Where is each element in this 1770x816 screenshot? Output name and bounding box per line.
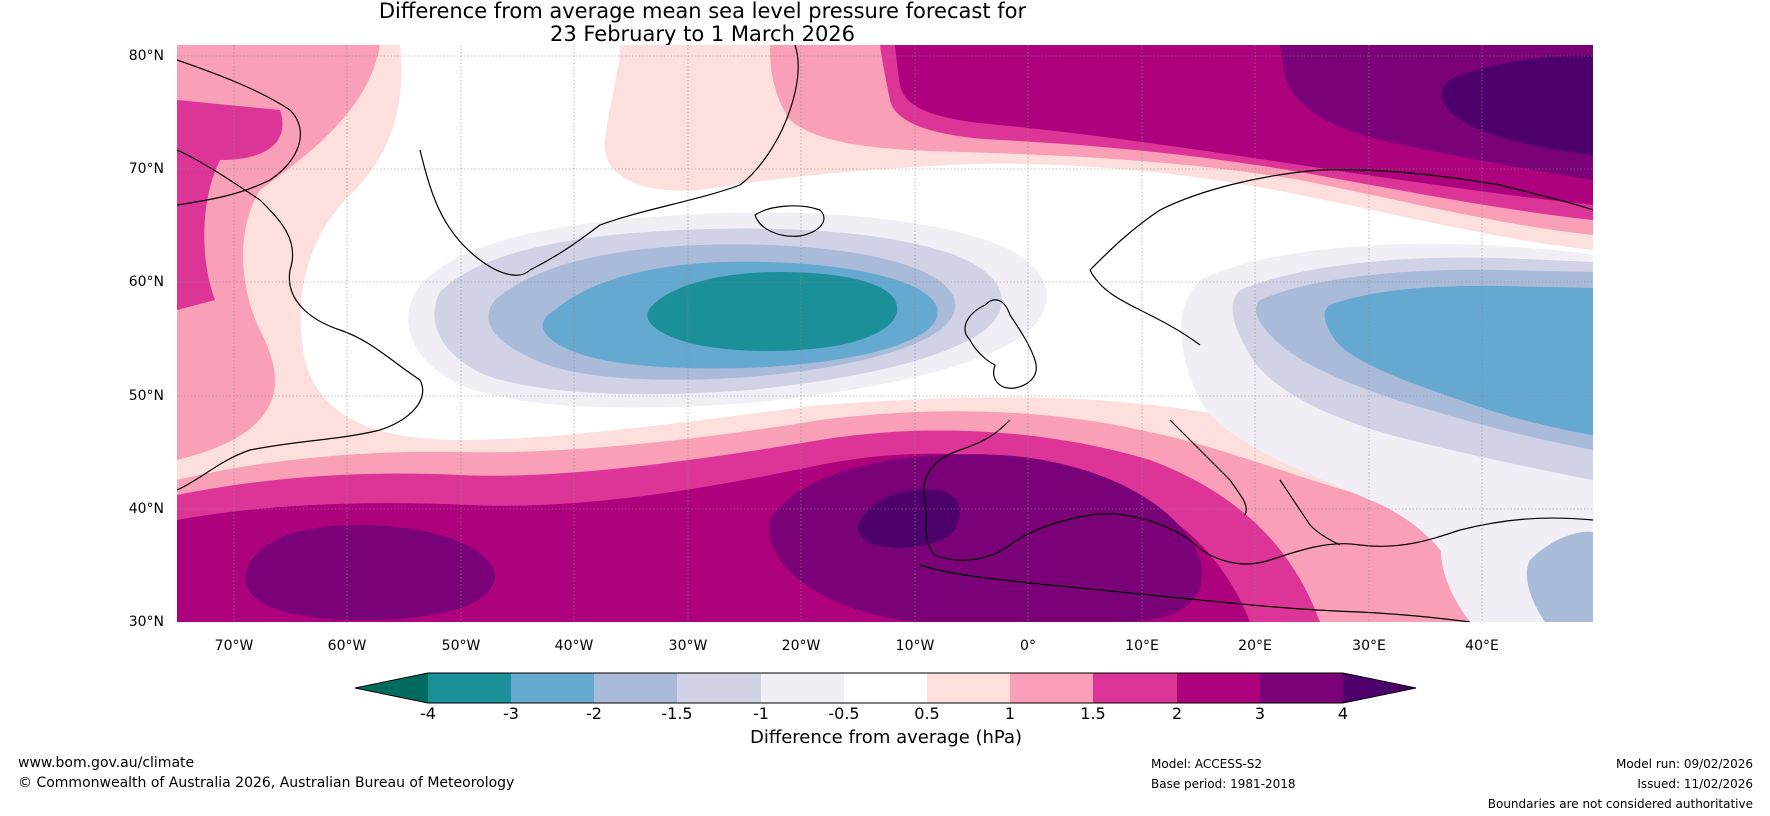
contour-west-1-5 bbox=[177, 100, 283, 310]
lat-label-50n: 50°N bbox=[128, 388, 164, 404]
base-period: Base period: 1981-2018 bbox=[1151, 777, 1296, 791]
lat-label-70n: 70°N bbox=[128, 161, 164, 177]
colorbar-bin-1-5-to-2 bbox=[1093, 673, 1177, 703]
coastline-italy bbox=[1169, 419, 1247, 516]
lon-label-0: 0° bbox=[1020, 638, 1036, 654]
coastline-europe bbox=[923, 419, 1593, 565]
colorbar-bin--4-to--3 bbox=[428, 673, 511, 703]
coastline-norway-west bbox=[1089, 269, 1201, 346]
lon-label-70w: 70°W bbox=[214, 638, 254, 654]
graticule bbox=[177, 45, 1593, 622]
coastlines bbox=[177, 45, 1593, 622]
contour-turkey-neg-1 bbox=[1526, 531, 1593, 622]
contour-east-neg-2 bbox=[1324, 285, 1593, 435]
colorbar-tick-minus-1: -1 bbox=[753, 704, 769, 723]
lon-label-10w: 10°W bbox=[895, 638, 935, 654]
colorbar-tick-4: 4 bbox=[1337, 704, 1349, 723]
lon-label-60w: 60°W bbox=[327, 638, 367, 654]
colorbar-bin-0-5-to-1 bbox=[927, 673, 1010, 703]
lat-label-60n: 60°N bbox=[128, 274, 164, 290]
map-title-line-2: 23 February to 1 March 2026 bbox=[549, 22, 856, 46]
lat-label-40n: 40°N bbox=[128, 501, 164, 517]
pressure-anomaly-map bbox=[177, 45, 1593, 622]
coastline-canada bbox=[177, 149, 424, 491]
colorbar-bin-3-to-4 bbox=[1260, 673, 1343, 703]
copyright-notice: © Commonwealth of Australia 2026, Austra… bbox=[18, 775, 515, 791]
colorbar-bin-above-4 bbox=[1343, 673, 1416, 703]
model-name: Model: ACCESS-S2 bbox=[1151, 757, 1263, 771]
model-run-date: Model run: 09/02/2026 bbox=[1615, 757, 1753, 771]
contour-iberia-4 bbox=[858, 489, 960, 548]
colorbar-bin--0-5-to-0-5 bbox=[844, 673, 927, 703]
lon-label-30e: 30°E bbox=[1352, 638, 1386, 654]
lon-label-40w: 40°W bbox=[554, 638, 594, 654]
colorbar-bin--1-5-to--1 bbox=[677, 673, 761, 703]
lon-label-50w: 50°W bbox=[441, 638, 481, 654]
coastline-iceland bbox=[754, 205, 825, 237]
colorbar-bin--2-to--1-5 bbox=[594, 673, 677, 703]
colorbar bbox=[354, 672, 1417, 704]
colorbar-tick-1-5: 1.5 bbox=[1080, 704, 1106, 723]
coastline-africa bbox=[919, 564, 1471, 622]
website-link[interactable]: www.bom.gov.au/climate bbox=[18, 755, 195, 771]
lon-label-40e: 40°E bbox=[1465, 638, 1499, 654]
colorbar-bin-2-to-3 bbox=[1177, 673, 1260, 703]
anomaly-contours bbox=[177, 45, 1593, 622]
map-title-line-1: Difference from average mean sea level p… bbox=[378, 0, 1027, 23]
colorbar-tick-minus-0-5: -0.5 bbox=[828, 704, 860, 723]
colorbar-tick-minus-1-5: -1.5 bbox=[661, 704, 693, 723]
coastline-baffin bbox=[177, 59, 301, 206]
colorbar-tick-2: 2 bbox=[1171, 704, 1183, 723]
issued-date: Issued: 11/02/2026 bbox=[1637, 777, 1753, 791]
colorbar-tick-minus-2: -2 bbox=[586, 704, 602, 723]
contour-atlantic-neg-3 bbox=[647, 272, 898, 352]
lon-label-10e: 10°E bbox=[1125, 638, 1159, 654]
contour-mid-atlantic-3 bbox=[769, 454, 1202, 622]
contour-west-atlantic-3 bbox=[245, 525, 495, 620]
colorbar-tick-minus-3: -3 bbox=[503, 704, 519, 723]
colorbar-bin--3-to--2 bbox=[511, 673, 594, 703]
colorbar-outline bbox=[354, 672, 1417, 704]
colorbar-tick-3: 3 bbox=[1254, 704, 1266, 723]
colorbar-tick-1: 1 bbox=[1004, 704, 1016, 723]
contour-arctic-4 bbox=[1441, 55, 1593, 155]
lon-label-20w: 20°W bbox=[781, 638, 821, 654]
colorbar-bin-1-to-1-5 bbox=[1010, 673, 1093, 703]
coastline-greenland bbox=[419, 45, 799, 276]
coastline-british-isles bbox=[964, 299, 1037, 389]
colorbar-tick-minus-4: -4 bbox=[420, 704, 436, 723]
colorbar-title: Difference from average (hPa) bbox=[749, 727, 1023, 748]
lat-label-80n: 80°N bbox=[128, 48, 164, 64]
lon-label-30w: 30°W bbox=[668, 638, 708, 654]
lat-label-30n: 30°N bbox=[128, 614, 164, 630]
coastline-greece bbox=[1279, 479, 1341, 546]
colorbar-bin-below--4 bbox=[355, 673, 428, 703]
boundaries-disclaimer: Boundaries are not considered authoritat… bbox=[1487, 797, 1753, 811]
coastline-scandinavia bbox=[1089, 169, 1593, 271]
colorbar-bin--1-to--0-5 bbox=[761, 673, 844, 703]
map-title: Difference from average mean sea level p… bbox=[0, 0, 1405, 46]
lon-label-20e: 20°E bbox=[1238, 638, 1272, 654]
colorbar-tick-0-5: 0.5 bbox=[914, 704, 940, 723]
